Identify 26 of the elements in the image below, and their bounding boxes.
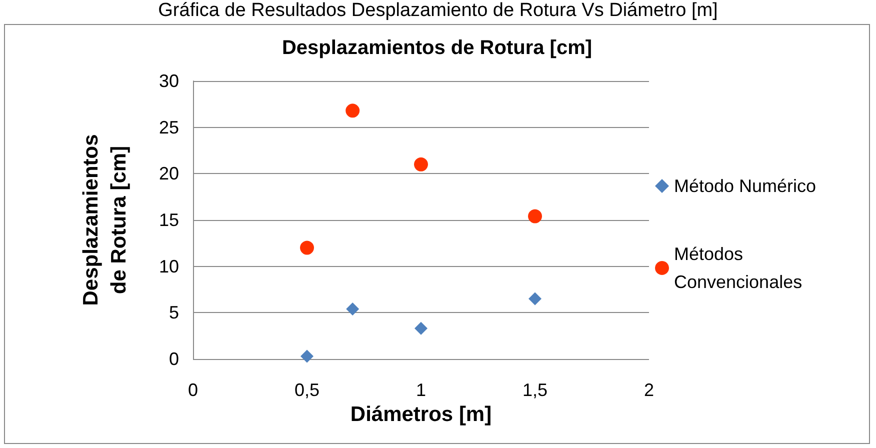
point bbox=[414, 157, 428, 172]
y-tick-label: 10 bbox=[158, 256, 179, 276]
point bbox=[346, 302, 360, 316]
y-tick-label: 5 bbox=[168, 302, 179, 323]
text: Gráfica de Resultados Desplazamiento de Rotura Vs Diámetro [m] bbox=[157, 0, 719, 22]
x-tick-label: 0,5 bbox=[294, 380, 320, 400]
y-axis-title: Desplazamientos de Rotura [cm] bbox=[80, 134, 130, 306]
y-tick-label: 20 bbox=[158, 164, 179, 184]
x-tick-label: 1,5 bbox=[522, 380, 548, 400]
chart-title: Desplazamientos de Rotura [cm] bbox=[282, 37, 592, 59]
point bbox=[528, 292, 542, 306]
y-tick-label: 15 bbox=[158, 210, 179, 230]
y-tick-label: 25 bbox=[158, 117, 179, 138]
x-axis-title: Diámetros [m] bbox=[350, 402, 492, 426]
legend-label: Métodos Convencionales bbox=[674, 244, 802, 292]
point bbox=[300, 350, 314, 363]
x-tick-label: 0 bbox=[188, 380, 198, 400]
y-tick-label: 30 bbox=[158, 71, 179, 91]
x-tick-label: 2 bbox=[644, 380, 654, 400]
y-tick-label: 0 bbox=[168, 349, 179, 369]
x-tick-label: 1 bbox=[416, 380, 426, 400]
point bbox=[414, 322, 428, 335]
point bbox=[300, 240, 314, 255]
legend-label: Método Numérico bbox=[674, 176, 816, 196]
point bbox=[346, 104, 360, 118]
point bbox=[528, 209, 542, 224]
